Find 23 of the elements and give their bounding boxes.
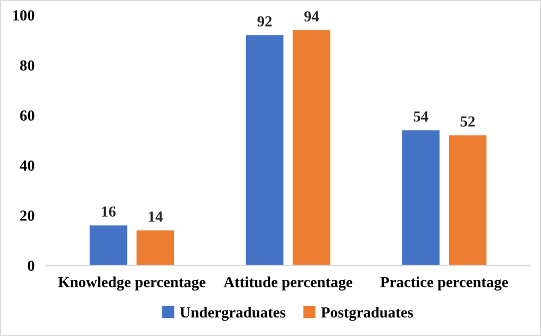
data-label: 14 <box>148 212 163 222</box>
y-tick-label: 100 <box>13 10 34 21</box>
data-label: 92 <box>257 16 272 26</box>
legend-label: Undergraduates <box>180 306 286 321</box>
y-tick-label: 60 <box>20 110 34 121</box>
y-tick-label: 20 <box>20 210 34 221</box>
bar <box>90 225 128 266</box>
bar <box>292 30 330 266</box>
x-tick-label: Knowledge percentage <box>58 276 206 291</box>
data-label: 52 <box>460 116 475 127</box>
bar <box>448 135 486 266</box>
bar <box>136 230 174 266</box>
legend-label: Postgraduates <box>321 306 413 321</box>
data-label: 16 <box>102 206 116 217</box>
bar <box>402 130 440 266</box>
y-tick-label: 0 <box>28 260 34 271</box>
y-tick-label: 40 <box>20 160 34 171</box>
x-tick-label: Attitude percentage <box>224 276 352 291</box>
data-label: 54 <box>414 111 428 122</box>
x-tick-label: Practice percentage <box>380 276 508 291</box>
data-label: 94 <box>304 11 319 22</box>
bar <box>246 35 284 266</box>
y-tick-label: 80 <box>20 60 34 71</box>
